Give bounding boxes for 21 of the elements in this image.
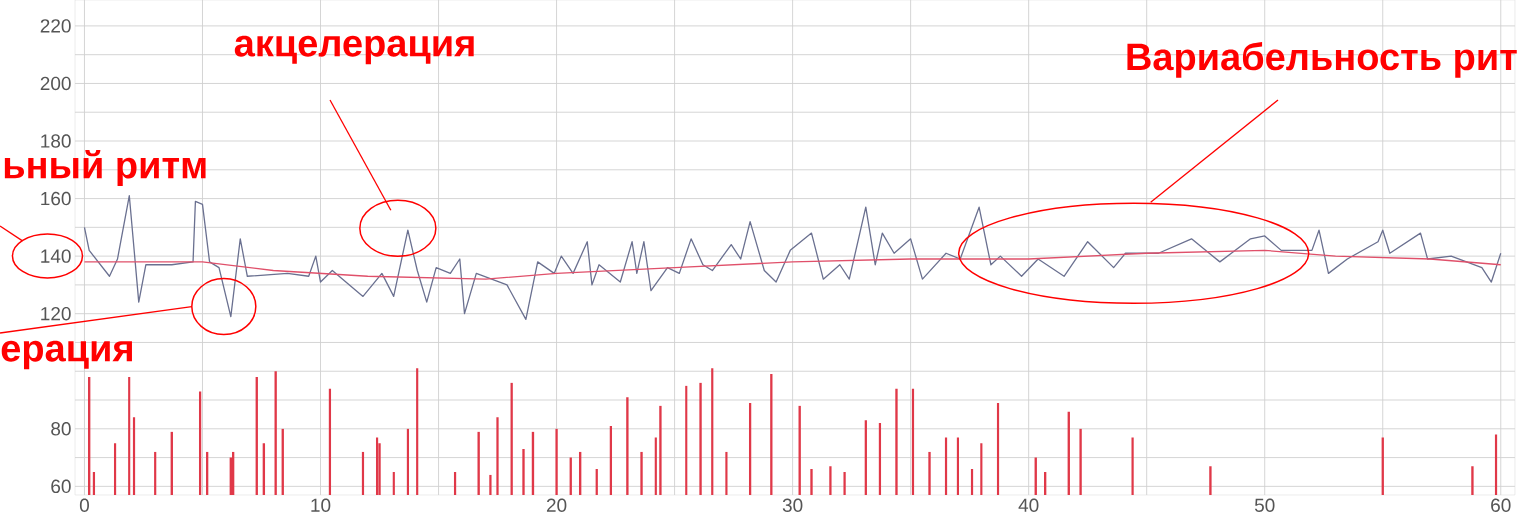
y-tick-label: 160 xyxy=(41,191,71,206)
y-tick-label: 220 xyxy=(40,19,71,33)
y-tick-label: 180 xyxy=(41,134,71,148)
y-tick-label: 140 xyxy=(41,249,71,263)
line-series xyxy=(83,249,1502,280)
line-series xyxy=(83,195,1502,321)
annotation: ьный ритм xyxy=(4,149,206,187)
annotation: Вариабельность рит xyxy=(1127,42,1517,78)
x-tick-label: 0 xyxy=(79,498,89,512)
x-tick-label: 40 xyxy=(1018,498,1039,512)
y-tick-label: 120 xyxy=(41,306,71,321)
y-tick-label: 60 xyxy=(51,479,71,494)
x-tick-label: 30 xyxy=(782,498,803,512)
x-tick-label: 60 xyxy=(1491,498,1511,512)
x-tick-label: 50 xyxy=(1254,498,1275,512)
annotation: акцелерация xyxy=(234,35,474,65)
annotation: ерация xyxy=(1,340,132,370)
y-tick-label: 200 xyxy=(40,76,71,91)
y-tick-label: 80 xyxy=(51,422,71,436)
x-tick-label: 20 xyxy=(546,498,567,512)
x-tick-label: 10 xyxy=(311,498,331,512)
